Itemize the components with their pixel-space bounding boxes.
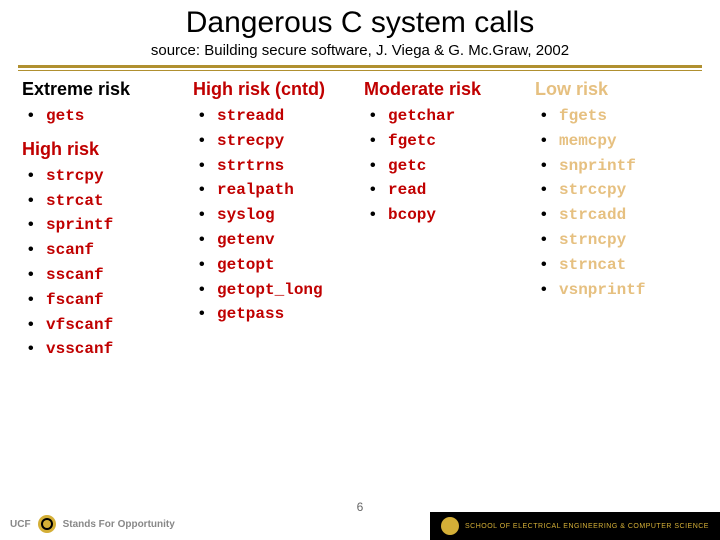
list-item: bcopy [370, 203, 527, 228]
slide-title: Dangerous C system calls [0, 0, 720, 40]
list-item: getchar [370, 104, 527, 129]
list-item: sprintf [28, 213, 185, 238]
list-item: snprintf [541, 154, 698, 179]
list-item: getc [370, 154, 527, 179]
function-list: streaddstrecpystrtrnsrealpathsysloggeten… [193, 104, 356, 327]
list-item: streadd [199, 104, 356, 129]
title-divider [18, 65, 702, 71]
list-item: getopt [199, 253, 356, 278]
page-number: 6 [357, 500, 364, 514]
section-heading: Extreme risk [22, 79, 185, 100]
footer-right: SCHOOL OF ELECTRICAL ENGINEERING & COMPU… [430, 512, 720, 540]
list-item: getopt_long [199, 278, 356, 303]
list-item: memcpy [541, 129, 698, 154]
footer-left: UCF Stands For Opportunity [10, 514, 175, 534]
column-3: Low risk fgetsmemcpysnprintfstrccpystrcad… [531, 79, 702, 362]
footer: UCF Stands For Opportunity 6 SCHOOL OF E… [0, 506, 720, 540]
section-heading: High risk (cntd) [193, 79, 356, 100]
list-item: realpath [199, 178, 356, 203]
ucf-seal-icon [441, 517, 459, 535]
section-heading: High risk [22, 139, 185, 160]
list-item: getpass [199, 302, 356, 327]
list-item: strncat [541, 253, 698, 278]
function-list: getcharfgetcgetcreadbcopy [364, 104, 527, 228]
function-list: strcpystrcatsprintfscanfsscanffscanfvfsc… [22, 164, 185, 362]
function-list: fgetsmemcpysnprintfstrccpystrcaddstrncpy… [535, 104, 698, 302]
ucf-pegasus-icon [37, 514, 57, 534]
list-item: scanf [28, 238, 185, 263]
slide-subtitle: source: Building secure software, J. Vie… [0, 42, 720, 59]
school-name: SCHOOL OF ELECTRICAL ENGINEERING & COMPU… [465, 523, 709, 530]
list-item: strcat [28, 189, 185, 214]
list-item: fscanf [28, 288, 185, 313]
list-item: gets [28, 104, 185, 129]
list-item: sscanf [28, 263, 185, 288]
list-item: fgets [541, 104, 698, 129]
list-item: strncpy [541, 228, 698, 253]
list-item: vsnprintf [541, 278, 698, 303]
list-item: vfscanf [28, 313, 185, 338]
section-heading: Low risk [535, 79, 698, 100]
column-0: Extreme risk gets High risk strcpystrcatspr… [18, 79, 189, 362]
list-item: strecpy [199, 129, 356, 154]
content-area: Extreme risk gets High risk strcpystrcatspr… [0, 73, 720, 362]
column-2: Moderate risk getcharfgetcgetcreadbcopy [360, 79, 531, 362]
column-1: High risk (cntd) streaddstrecpystrtrnsrea… [189, 79, 360, 362]
list-item: vsscanf [28, 337, 185, 362]
ucf-text: UCF [10, 519, 31, 530]
list-item: strccpy [541, 178, 698, 203]
section-heading: Moderate risk [364, 79, 527, 100]
list-item: strcadd [541, 203, 698, 228]
list-item: strcpy [28, 164, 185, 189]
list-item: read [370, 178, 527, 203]
list-item: strtrns [199, 154, 356, 179]
ucf-tagline: Stands For Opportunity [63, 519, 175, 530]
list-item: fgetc [370, 129, 527, 154]
function-list: gets [22, 104, 185, 129]
list-item: syslog [199, 203, 356, 228]
list-item: getenv [199, 228, 356, 253]
